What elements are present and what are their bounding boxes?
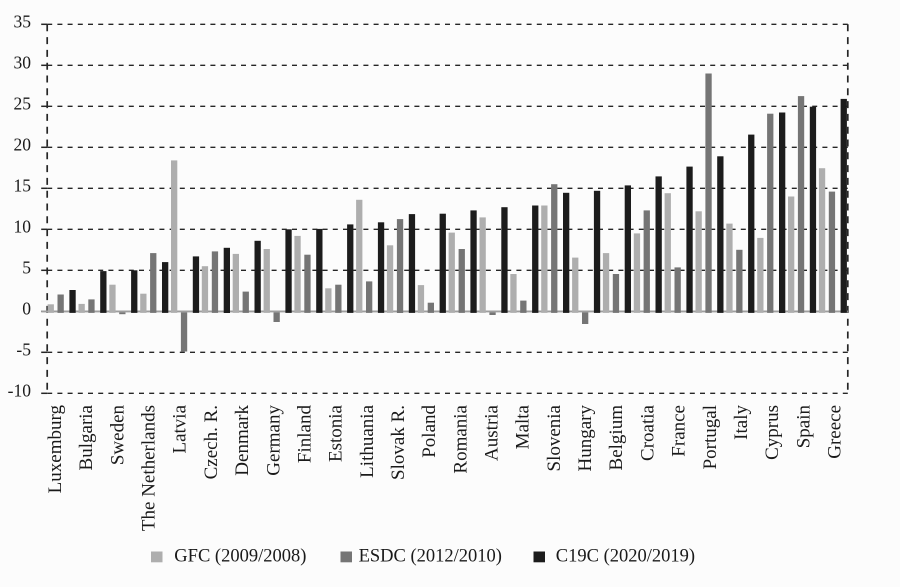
svg-text:Finland: Finland	[294, 405, 315, 464]
svg-text:Latvia: Latvia	[170, 404, 191, 453]
svg-text:Slovak R.: Slovak R.	[388, 405, 409, 480]
svg-text:Spain: Spain	[793, 405, 814, 449]
svg-text:-10: -10	[8, 381, 32, 401]
svg-text:Luxemburg: Luxemburg	[45, 405, 66, 494]
svg-text:ESDC (2012/2010): ESDC (2012/2010)	[359, 546, 502, 566]
svg-text:Romania: Romania	[450, 404, 471, 473]
svg-text:The Netherlands: The Netherlands	[139, 405, 160, 531]
svg-text:GFC (2009/2008): GFC (2009/2008)	[174, 546, 306, 566]
svg-text:Italy: Italy	[731, 405, 752, 440]
svg-text:Portugal: Portugal	[700, 405, 721, 469]
svg-text:Austria: Austria	[482, 404, 503, 461]
svg-text:0: 0	[22, 299, 31, 319]
svg-text:Estonia: Estonia	[326, 404, 347, 462]
svg-text:Croatia: Croatia	[637, 404, 658, 460]
svg-text:Hungary: Hungary	[575, 405, 596, 472]
svg-text:Slovenia: Slovenia	[544, 404, 565, 471]
svg-text:15: 15	[14, 176, 32, 196]
svg-text:35: 35	[14, 12, 32, 32]
svg-text:Czech. R.: Czech. R.	[201, 405, 222, 479]
svg-text:Bulgaria: Bulgaria	[76, 404, 97, 470]
svg-text:Malta: Malta	[513, 404, 534, 449]
svg-text:10: 10	[14, 217, 32, 237]
svg-text:5: 5	[22, 258, 31, 278]
svg-text:Cyprus: Cyprus	[762, 405, 783, 460]
svg-text:Lithuania: Lithuania	[357, 404, 378, 477]
svg-text:C19C (2020/2019): C19C (2020/2019)	[556, 546, 695, 566]
svg-text:30: 30	[14, 53, 32, 73]
svg-text:Greece: Greece	[825, 405, 846, 459]
svg-text:Belgium: Belgium	[606, 405, 627, 471]
svg-text:Germany: Germany	[263, 405, 284, 476]
svg-text:Sweden: Sweden	[107, 405, 128, 466]
svg-text:Denmark: Denmark	[232, 405, 253, 476]
svg-text:France: France	[669, 405, 690, 457]
svg-text:Poland: Poland	[419, 405, 440, 458]
svg-text:25: 25	[14, 94, 32, 114]
svg-text:-5: -5	[16, 340, 31, 360]
svg-text:20: 20	[14, 135, 32, 155]
